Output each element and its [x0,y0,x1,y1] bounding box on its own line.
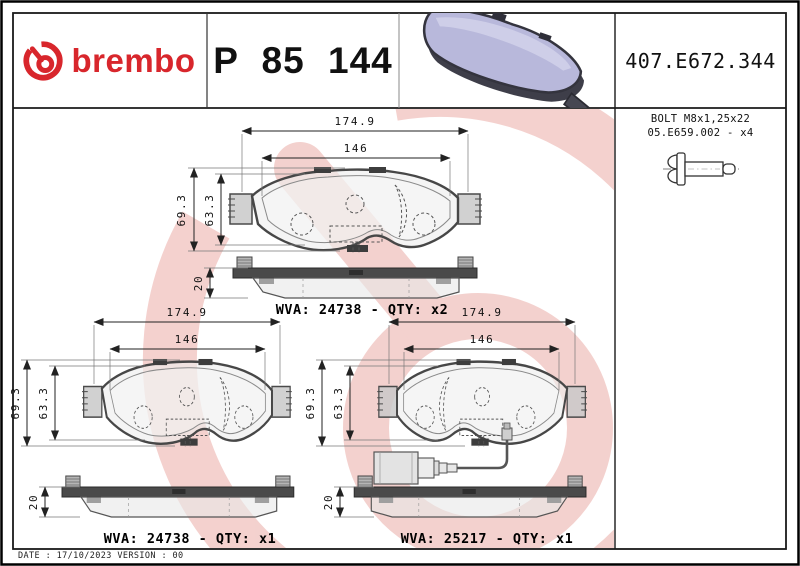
dim-height-inner: 63.3 [37,387,50,420]
wva-label: WVA: 25217 - QTY: x1 [401,531,574,547]
product-image-cell [399,13,615,108]
dim-width-outer: 174.9 [461,306,502,319]
dim-thickness: 20 [322,494,335,510]
part-number-cell: P 85 144 [207,13,399,108]
dim-width-inner: 146 [344,142,369,155]
bolt-icon [662,152,739,186]
drawing-pad-bottom-left: 174.9 146 69.3 63.3 20 WVA: 24738 - QTY:… [9,306,295,547]
drawing-pad-top: 174.9 146 69.3 63.3 20 WVA: 24738 - QTY:… [175,115,484,318]
dim-width-inner: 146 [470,333,495,346]
dim-height-inner: 63.3 [203,194,216,227]
brand-logo-cell: brembo [13,13,207,108]
dim-height-outer: 69.3 [175,194,188,227]
dim-width-outer: 174.9 [334,115,375,128]
brand-wordmark: brembo [71,41,196,79]
wear-sensor [373,422,513,485]
dim-width-outer: 174.9 [166,306,207,319]
dim-height-outer: 69.3 [304,387,317,420]
dim-height-inner: 63.3 [332,387,345,420]
dim-thickness: 20 [27,494,40,510]
wva-label: WVA: 24738 - QTY: x1 [104,531,277,547]
part-number: P 85 144 [213,39,393,81]
wva-label: WVA: 24738 - QTY: x2 [276,302,449,318]
dim-height-outer: 69.3 [9,387,22,420]
bolt-title: BOLT M8x1,25x22 [650,113,751,125]
bolt-info-box: BOLT M8x1,25x22 05.E659.002 - x4 [615,112,786,189]
dim-thickness: 20 [192,275,205,291]
brembo-emblem-icon [23,40,64,80]
bolt-part-code: 05.E659.002 - x4 [647,127,754,140]
pad-front-view [226,165,484,255]
pad-front-view [80,357,294,448]
brake-pad-3d-image [422,13,590,108]
date-version-line: DATE : 17/10/2023 VERSION : 00 [18,551,184,561]
reference-number-cell: 407.E672.344 [615,13,786,108]
dim-width-inner: 146 [175,333,200,346]
reference-number: 407.E672.344 [625,48,776,73]
drawing-pad-bottom-right: 174.9 146 69.3 63.3 20 WVA: 25217 - QTY:… [304,306,589,547]
